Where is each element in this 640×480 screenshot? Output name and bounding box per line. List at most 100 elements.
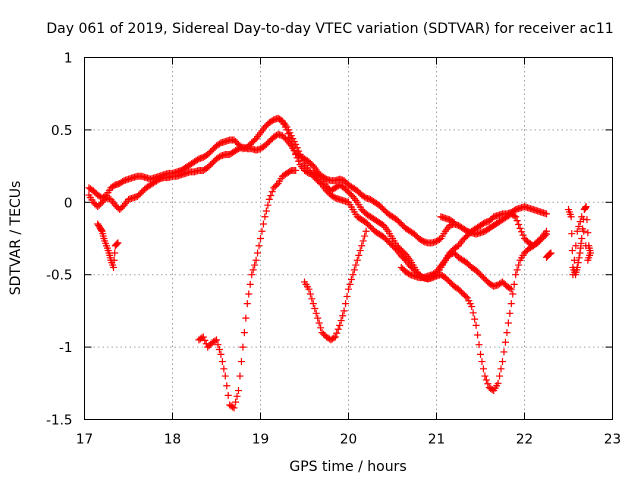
series-track-d: [195, 166, 300, 412]
x-tick-label: 20: [340, 432, 357, 448]
data-points: [85, 114, 594, 412]
data-point: [504, 319, 512, 327]
data-point: [211, 337, 219, 345]
data-point: [507, 285, 515, 293]
series-track-g: [94, 220, 122, 271]
data-point: [578, 235, 586, 242]
data-point: [258, 227, 266, 235]
data-point: [330, 193, 338, 201]
data-point: [336, 321, 344, 329]
data-point: [578, 213, 586, 221]
data-point: [512, 213, 520, 221]
data-point: [245, 290, 253, 298]
data-point: [340, 307, 348, 315]
y-tick-label: 0.5: [51, 123, 72, 139]
data-point: [519, 231, 527, 239]
data-point: [512, 271, 520, 279]
data-point: [252, 256, 260, 264]
y-tick-label: -0.5: [46, 268, 72, 284]
data-point: [334, 325, 342, 333]
data-point: [249, 266, 257, 274]
data-point: [353, 256, 361, 264]
y-axis-label: SDTVAR / TECUs: [8, 181, 24, 296]
data-point: [484, 380, 492, 388]
data-point: [515, 261, 523, 269]
data-point: [243, 300, 251, 308]
data-point: [518, 228, 526, 236]
data-point: [330, 334, 338, 342]
data-point: [510, 280, 518, 288]
data-point: [568, 247, 576, 255]
data-point: [215, 140, 223, 148]
data-point: [321, 174, 329, 182]
data-point: [355, 251, 363, 259]
x-tick-label: 19: [252, 432, 269, 448]
data-point: [479, 220, 487, 228]
data-point: [359, 237, 367, 245]
data-point: [513, 217, 521, 225]
data-point: [478, 358, 486, 366]
data-point: [507, 300, 515, 308]
data-point: [309, 300, 317, 308]
data-point: [494, 379, 502, 387]
data-point: [193, 156, 201, 164]
x-tick-label: 21: [428, 432, 445, 448]
data-point: [311, 304, 319, 312]
x-tick-label: 23: [604, 432, 621, 448]
data-point: [292, 166, 300, 174]
data-point: [277, 116, 285, 124]
data-point: [293, 154, 301, 162]
data-point: [236, 372, 244, 380]
series-track-c: [274, 114, 550, 250]
data-point: [468, 303, 476, 311]
data-point: [497, 365, 505, 373]
series-track-i: [437, 213, 555, 261]
data-point: [201, 336, 209, 344]
data-point: [303, 168, 311, 176]
data-point: [350, 266, 358, 274]
data-point: [248, 271, 256, 279]
data-point: [251, 261, 259, 269]
x-tick-labels: 17 18 19 20 21 22 23: [76, 432, 621, 448]
data-point: [224, 391, 232, 399]
data-point: [346, 280, 354, 288]
x-axis-label: GPS time / hours: [289, 459, 406, 475]
data-point: [287, 137, 295, 145]
data-point: [449, 218, 457, 226]
data-point: [488, 386, 496, 394]
data-point: [337, 317, 345, 325]
data-point: [237, 358, 245, 366]
data-point: [255, 242, 263, 250]
data-point: [199, 333, 207, 341]
data-point: [347, 276, 355, 284]
data-point: [510, 212, 518, 220]
data-point: [572, 242, 580, 250]
data-point: [154, 176, 162, 184]
data-point: [573, 227, 581, 235]
data-point: [537, 235, 545, 242]
data-point: [543, 210, 550, 218]
data-point: [474, 331, 482, 339]
data-point: [305, 285, 313, 293]
data-point: [110, 263, 118, 271]
data-point: [233, 392, 241, 400]
data-point: [482, 376, 490, 384]
data-point: [110, 256, 118, 264]
data-point: [361, 193, 369, 201]
data-point: [516, 224, 524, 232]
data-point: [317, 324, 325, 332]
x-tick-label: 17: [76, 432, 93, 448]
data-point: [119, 178, 127, 186]
x-tick-label: 18: [164, 432, 181, 448]
data-point: [574, 259, 582, 267]
data-point: [268, 188, 276, 196]
data-point: [215, 346, 223, 354]
data-point: [496, 372, 504, 380]
data-point: [286, 134, 294, 142]
data-point: [481, 372, 489, 380]
data-point: [576, 218, 584, 226]
data-point: [515, 221, 523, 229]
data-point: [113, 240, 121, 248]
data-point: [235, 387, 242, 395]
data-point: [230, 404, 238, 412]
